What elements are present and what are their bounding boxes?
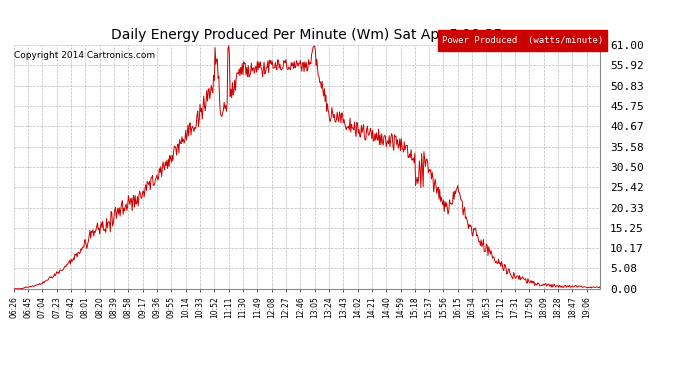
Text: Copyright 2014 Cartronics.com: Copyright 2014 Cartronics.com <box>14 51 155 60</box>
Text: Power Produced  (watts/minute): Power Produced (watts/minute) <box>442 36 603 45</box>
Title: Daily Energy Produced Per Minute (Wm) Sat Apr 5 19:25: Daily Energy Produced Per Minute (Wm) Sa… <box>111 28 503 42</box>
